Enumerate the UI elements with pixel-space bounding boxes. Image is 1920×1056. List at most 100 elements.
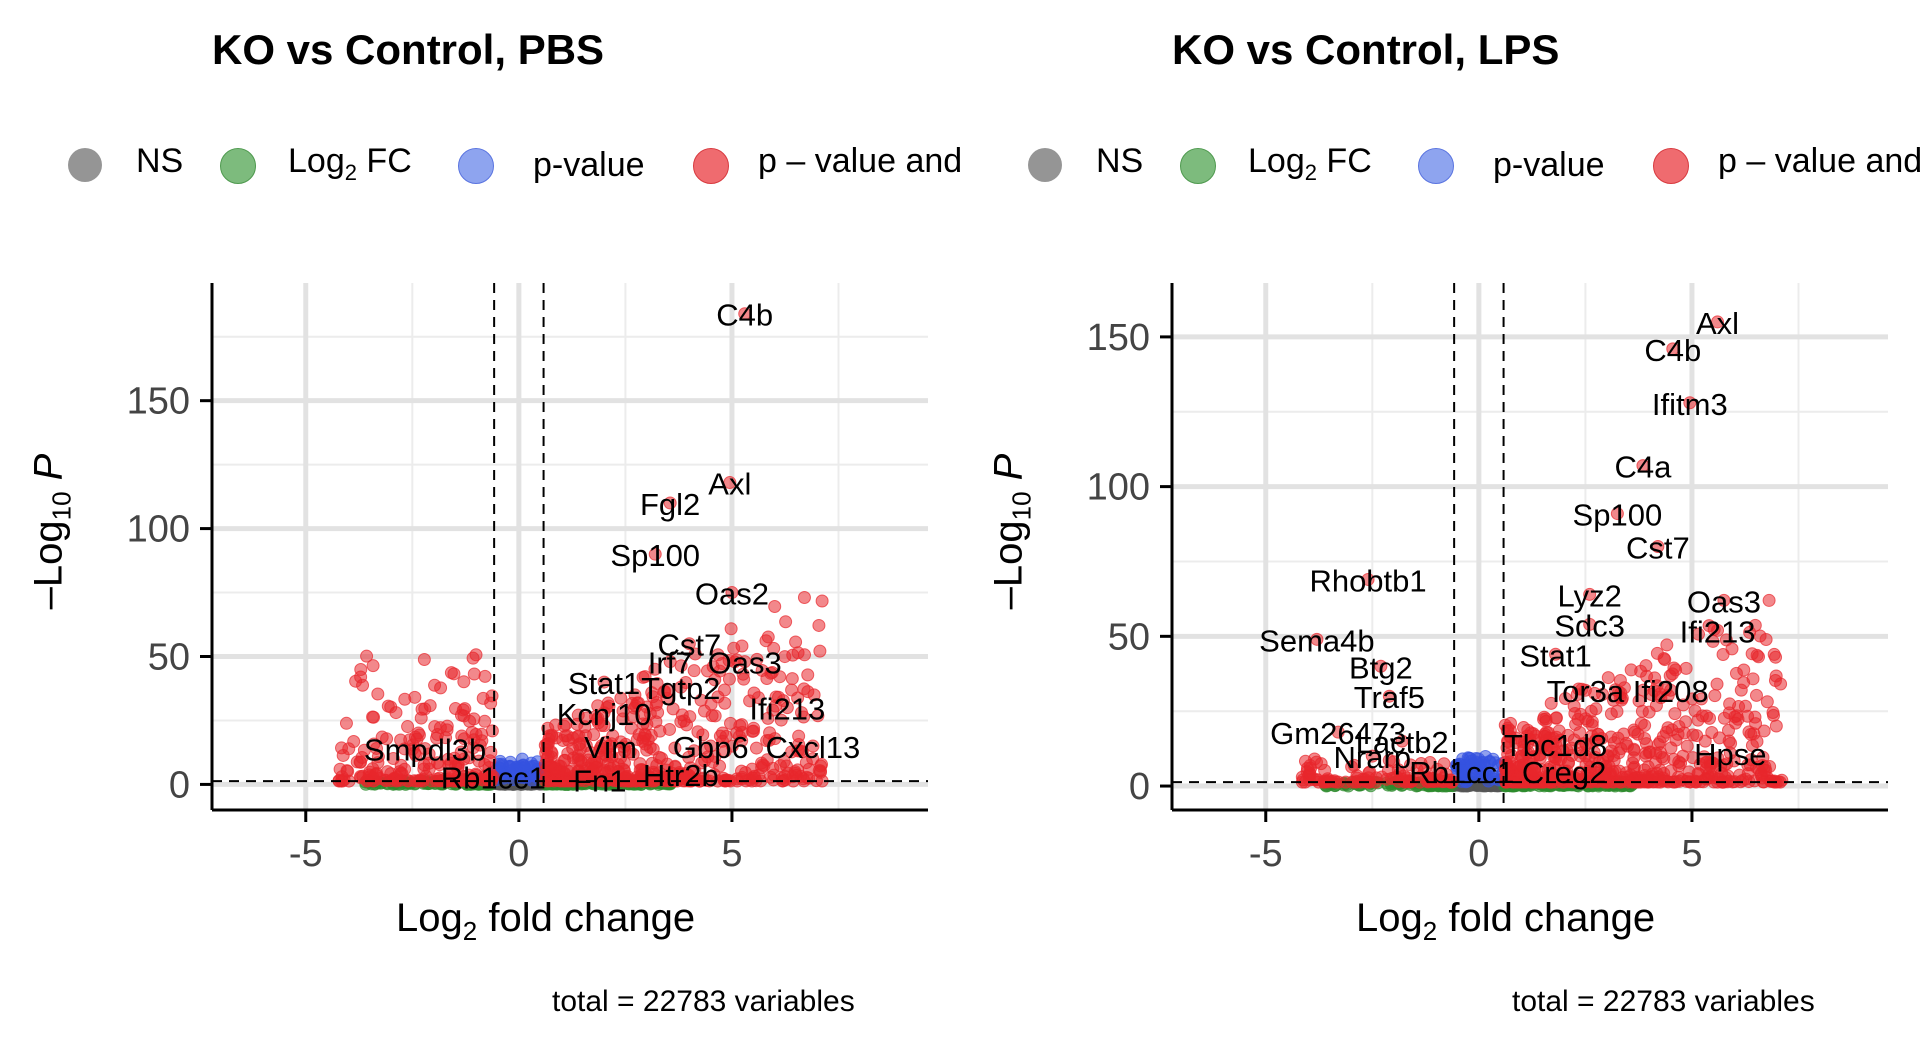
point-significant xyxy=(636,670,650,684)
point-significant xyxy=(799,756,813,770)
point-labeled xyxy=(806,739,820,753)
point-significant xyxy=(737,672,751,686)
point-significant xyxy=(1642,745,1656,759)
x-tick-label: 0 xyxy=(1468,833,1489,875)
y-axis-label: –Log10 P xyxy=(26,453,77,610)
point-significant xyxy=(360,649,374,663)
point-significant xyxy=(1710,677,1724,691)
point-significant xyxy=(1414,770,1428,784)
point-significant xyxy=(614,691,628,705)
point-labeled xyxy=(1683,396,1697,410)
point-significant xyxy=(789,768,803,782)
caption: total = 22783 variables xyxy=(1512,985,1815,1018)
point-label: Cst7 xyxy=(1626,531,1690,566)
point-significant xyxy=(572,738,586,752)
point-significant xyxy=(1414,757,1428,771)
point-significant xyxy=(1314,757,1328,771)
point-significant xyxy=(802,771,816,785)
point-labeled xyxy=(648,547,662,561)
point-significant xyxy=(1579,758,1593,772)
legend-dot-log2fc xyxy=(1180,148,1216,184)
point-significant xyxy=(650,676,664,690)
point-label: Htr2b xyxy=(643,758,719,793)
point-significant xyxy=(638,708,652,722)
point-significant xyxy=(1769,650,1783,664)
point-significant xyxy=(1749,688,1763,702)
point-labeled xyxy=(1711,315,1725,329)
point-significant xyxy=(411,726,425,740)
point-label: C4b xyxy=(1644,333,1701,368)
point-significant xyxy=(1501,765,1515,779)
point-label: Btg2 xyxy=(1349,650,1413,685)
point-significant xyxy=(467,733,481,747)
point-significant xyxy=(1397,769,1411,783)
legend-label-log2fc: Log2 FC xyxy=(1248,142,1372,185)
point-label: Sema4b xyxy=(1259,623,1374,658)
point-significant xyxy=(1717,711,1731,725)
point-significant xyxy=(627,701,641,715)
point-significant xyxy=(467,773,481,787)
point-significant xyxy=(755,663,769,677)
point-significant xyxy=(1698,734,1712,748)
point-label: Creg2 xyxy=(1522,755,1606,790)
point-significant xyxy=(548,761,562,775)
legend-label-pvalue: p-value xyxy=(1493,146,1605,184)
point-labeled xyxy=(723,476,737,490)
legend: NS Log2 FC p-value p – value and log xyxy=(960,132,1920,202)
point-significant xyxy=(394,758,408,772)
point-significant xyxy=(668,741,682,755)
point-labeled xyxy=(597,675,611,689)
point-label: Stat1 xyxy=(1519,638,1591,673)
point-significant xyxy=(1691,713,1705,727)
point-significant xyxy=(797,591,811,605)
point-significant xyxy=(1554,752,1568,766)
point-significant xyxy=(370,766,384,780)
point-significant xyxy=(1769,719,1783,733)
point-significant xyxy=(1501,735,1515,749)
point-label: Lactb2 xyxy=(1356,725,1449,760)
point-significant xyxy=(745,724,759,738)
point-significant xyxy=(761,711,775,725)
point-significant xyxy=(801,668,815,682)
point-significant xyxy=(447,751,461,765)
point-significant xyxy=(1679,661,1693,675)
point-labeled xyxy=(1549,737,1563,751)
point-label: C4b xyxy=(716,298,773,333)
point-significant xyxy=(1658,653,1672,667)
point-significant xyxy=(791,646,805,660)
point-label: Cst7 xyxy=(657,628,721,663)
point-significant xyxy=(1665,667,1679,681)
legend-dot-both xyxy=(693,148,729,184)
point-significant xyxy=(1520,729,1534,743)
point-labeled xyxy=(1666,342,1680,356)
point-significant xyxy=(1741,709,1755,723)
point-significant xyxy=(597,719,611,733)
volcano-panel-lps: KO vs Control, LPS NS Log2 FC p-value p … xyxy=(960,0,1920,1056)
point-significant xyxy=(1624,663,1638,677)
point-label: Axl xyxy=(1696,306,1739,341)
point-label: Tbc1d8 xyxy=(1504,728,1607,763)
point-label: Irf7 xyxy=(648,646,693,681)
points xyxy=(1295,315,1789,793)
point-significant xyxy=(1741,767,1755,781)
caption: total = 22783 variables xyxy=(552,985,855,1018)
point-significant xyxy=(1768,674,1782,688)
point-label: Ifi213 xyxy=(1680,614,1756,649)
point-significant xyxy=(1634,716,1648,730)
y-tick-label: 0 xyxy=(169,764,190,806)
point-significant xyxy=(1672,719,1686,733)
point-significant xyxy=(389,706,403,720)
point-labeled xyxy=(1374,659,1388,673)
point-significant xyxy=(401,720,415,734)
point-significant xyxy=(354,670,368,684)
point-significant xyxy=(434,681,448,695)
point-labeled xyxy=(1664,683,1678,697)
legend-dot-ns xyxy=(68,148,102,182)
point-significant xyxy=(768,600,782,614)
point-label: Rhobtb1 xyxy=(1309,563,1426,598)
point-significant xyxy=(666,702,680,716)
point-significant xyxy=(1694,692,1708,706)
point-significant xyxy=(1382,753,1396,767)
point-significant xyxy=(1745,647,1759,661)
